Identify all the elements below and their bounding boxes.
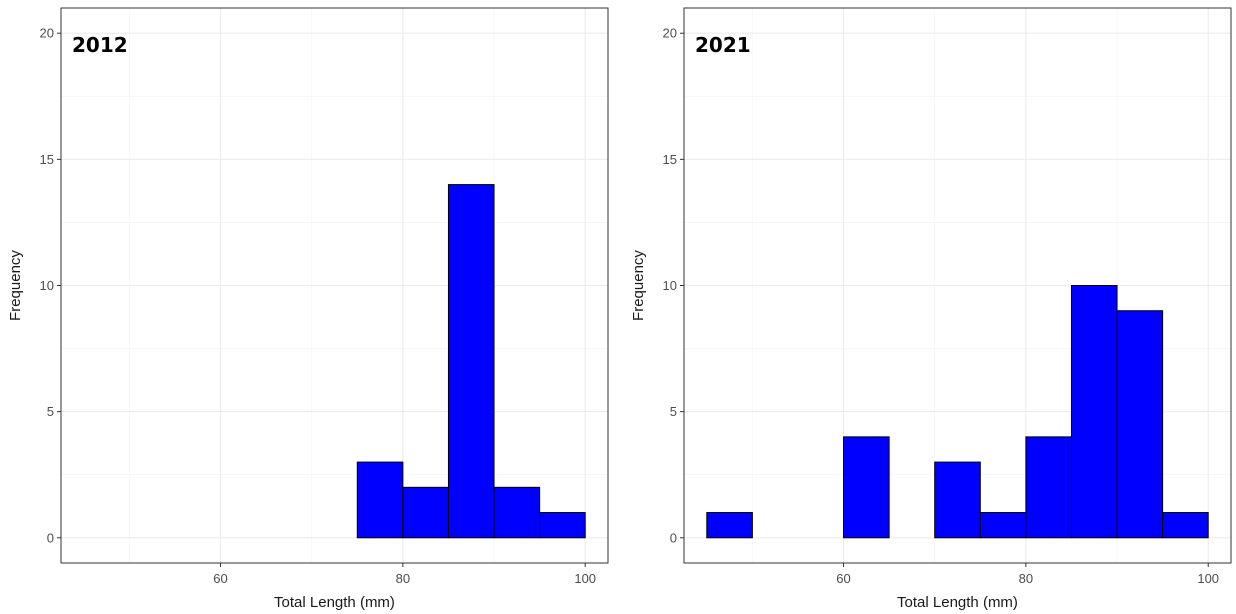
x-tick-label: 60 xyxy=(836,571,850,586)
y-axis-title: Frequency xyxy=(630,250,647,321)
panel-title: 2021 xyxy=(695,33,751,57)
x-tick-label: 100 xyxy=(1197,571,1219,586)
x-tick-label: 80 xyxy=(396,571,410,586)
y-tick-label: 15 xyxy=(663,152,677,167)
histogram-bar xyxy=(934,461,981,539)
y-axis-title: Frequency xyxy=(7,250,24,321)
histogram-bar xyxy=(402,486,449,539)
y-tick-label: 10 xyxy=(663,278,677,293)
histogram-panel-2021: 0 5 10 15 20 60 80 100 Total Length (mm) Frequenc… xyxy=(630,7,1232,611)
y-tick-label: 20 xyxy=(663,26,677,41)
y-tick-label: 15 xyxy=(40,152,54,167)
x-axis-title: Total Length (mm) xyxy=(897,594,1018,611)
x-tick-label: 100 xyxy=(574,571,596,586)
histogram-bar xyxy=(493,486,541,539)
histogram-bar xyxy=(356,461,404,539)
histogram-bar xyxy=(1025,436,1072,539)
x-axis-title: Total Length (mm) xyxy=(274,594,395,611)
y-tick-label: 5 xyxy=(47,404,54,419)
histogram-bar xyxy=(1116,310,1164,539)
histogram-panel-2012: 0 5 10 15 20 60 80 100 Total Length (mm) Frequenc… xyxy=(7,7,609,611)
histogram-bar xyxy=(1070,285,1118,539)
histogram-bar xyxy=(539,512,586,539)
y-tick-label: 0 xyxy=(47,530,54,545)
histogram-bar xyxy=(1162,512,1209,539)
panel-title: 2012 xyxy=(72,33,128,57)
histogram-bar xyxy=(447,184,495,539)
histogram-bar xyxy=(843,436,890,539)
y-tick-label: 20 xyxy=(40,26,54,41)
histogram-bar xyxy=(979,512,1027,539)
y-tick-label: 10 xyxy=(40,278,54,293)
histogram-bar xyxy=(706,512,753,539)
y-tick-label: 0 xyxy=(670,530,677,545)
x-tick-label: 80 xyxy=(1019,571,1033,586)
x-tick-label: 60 xyxy=(213,571,227,586)
y-tick-label: 5 xyxy=(670,404,677,419)
